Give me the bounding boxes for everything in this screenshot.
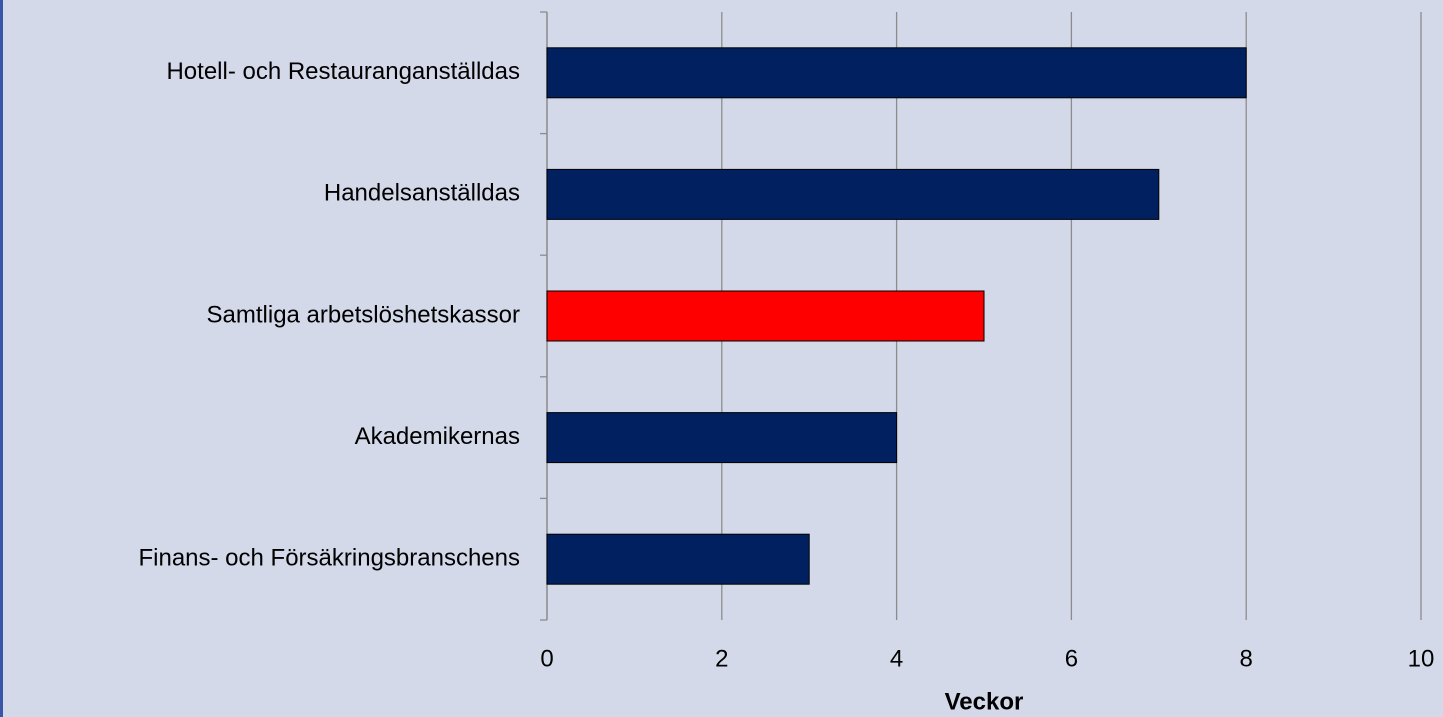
y-tick-label: Samtliga arbetslöshetskassor	[207, 301, 520, 328]
x-tick-label: 8	[1240, 645, 1253, 672]
x-tick-label: 2	[715, 645, 728, 672]
x-tick-label: 6	[1065, 645, 1078, 672]
bar	[546, 533, 810, 585]
y-tick-label: Handelsanställdas	[324, 180, 520, 207]
x-tick-label: 10	[1408, 645, 1435, 672]
bar	[546, 168, 1160, 220]
y-tick-label: Akademikernas	[355, 423, 520, 450]
bar	[546, 47, 1247, 99]
bar	[546, 290, 985, 342]
bar	[546, 412, 898, 464]
y-tick-label: Hotell- och Restauranganställdas	[166, 58, 520, 85]
x-tick-label: 0	[540, 645, 553, 672]
x-tick-label: 4	[890, 645, 903, 672]
y-tick-label: Finans- och Försäkringsbranschens	[138, 545, 520, 572]
x-axis-title: Veckor	[945, 688, 1024, 715]
